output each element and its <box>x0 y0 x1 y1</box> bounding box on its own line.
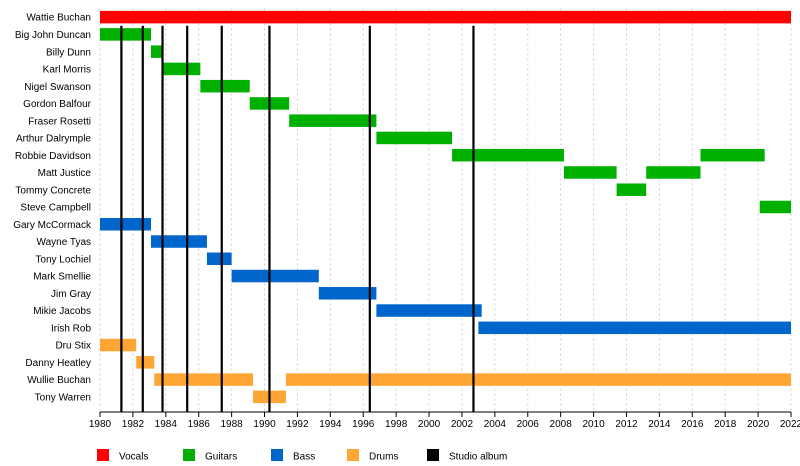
legend-swatch-studio-album <box>427 449 439 461</box>
member-name-label: Tony Lochiel <box>35 254 91 265</box>
x-tick-label: 2000 <box>418 419 441 430</box>
member-name-label: Wattie Buchan <box>26 13 91 24</box>
bar-nigel-swanson-guitars <box>200 79 250 93</box>
legend-swatch-drums <box>347 449 359 461</box>
studio-album-lines <box>120 25 475 412</box>
bar-fraser-rosetti-guitars <box>289 114 377 127</box>
bar-dru-stix-drums <box>100 338 137 352</box>
x-tick-label: 1980 <box>89 419 112 430</box>
member-name-label: Arthur Dalrymple <box>16 134 91 145</box>
member-name-label: Jim Gray <box>51 289 91 300</box>
bar-robbie-davidson-guitars <box>452 148 564 162</box>
x-tick-label: 1998 <box>385 419 408 430</box>
bar-wayne-tyas-bass <box>151 235 207 248</box>
bar-billy-dunn-guitars <box>151 45 163 58</box>
member-name-label: Irish Rob <box>51 323 91 334</box>
vertical-gridlines <box>99 8 792 412</box>
bar-gary-mccormack-bass <box>100 218 152 231</box>
x-tick-label: 2010 <box>582 419 605 430</box>
bar-matt-justice-guitars <box>563 166 617 179</box>
member-name-label: Matt Justice <box>38 168 92 179</box>
x-tick-label: 2014 <box>648 419 671 430</box>
bar-big-john-duncan-guitars <box>100 28 152 41</box>
member-name-label: Wayne Tyas <box>37 237 91 248</box>
bar-irish-rob-bass <box>478 321 791 335</box>
legend-swatch-vocals <box>97 449 109 461</box>
bar-wullie-buchan-drums <box>154 373 254 386</box>
x-tick-label: 1984 <box>155 419 178 430</box>
legend-label-guitars: Guitars <box>205 452 237 463</box>
x-tick-label: 2008 <box>550 419 573 430</box>
x-tick-label: 2018 <box>714 419 737 430</box>
member-name-label: Danny Heatley <box>25 358 91 369</box>
member-name-label: Tony Warren <box>35 392 91 403</box>
member-name-label: Dru Stix <box>55 341 91 352</box>
legend-swatch-bass <box>271 449 283 461</box>
x-tick-label: 1992 <box>286 419 309 430</box>
x-tick-label: 2006 <box>517 419 540 430</box>
legend-label-studio-album: Studio album <box>449 452 507 463</box>
member-name-label: Tommy Concrete <box>15 185 91 196</box>
x-tick-label: 1990 <box>253 419 276 430</box>
x-tick-label: 2022 <box>780 419 800 430</box>
x-axis: 1980 1982 1984 1986 1988 1990 1992 1994 1996 1998… <box>89 411 800 430</box>
bar-robbie-davidson-guitars <box>700 148 765 162</box>
x-tick-label: 1988 <box>220 419 243 430</box>
bar-wattie-buchan-vocals <box>100 10 791 24</box>
bar-tony-lochiel-bass <box>206 252 232 266</box>
member-name-label: Nigel Swanson <box>24 82 91 93</box>
member-name-label: Billy Dunn <box>46 47 91 58</box>
x-tick-label: 2012 <box>615 419 638 430</box>
bar-mark-smellie-bass <box>231 269 319 283</box>
x-tick-label: 2016 <box>681 419 704 430</box>
member-name-label: Mark Smellie <box>33 272 91 283</box>
legend-label-bass: Bass <box>293 452 315 463</box>
bar-jim-gray-bass <box>318 287 377 300</box>
legend-swatch-guitars <box>183 449 195 461</box>
bar-mikie-jacobs-bass <box>376 304 482 317</box>
member-name-label: Wullie Buchan <box>27 375 91 386</box>
x-tick-label: 1986 <box>188 419 211 430</box>
x-tick-label: 2002 <box>451 419 474 430</box>
legend-label-vocals: Vocals <box>119 452 148 463</box>
chart-legend: Vocals Guitars Bass Drums Studio album <box>97 449 507 463</box>
bar-arthur-dalrymple-guitars <box>376 131 453 145</box>
membership-bars <box>100 10 791 404</box>
bar-karl-morris-guitars <box>162 62 201 76</box>
member-name-label: Gary McCormack <box>13 220 92 231</box>
member-name-labels: Wattie Buchan Big John Duncan Billy Dunn Ka… <box>13 13 92 404</box>
bar-tommy-concrete-guitars <box>616 183 647 196</box>
bar-matt-justice-guitars <box>646 166 701 179</box>
x-tick-label: 1982 <box>122 419 145 430</box>
member-name-label: Mikie Jacobs <box>33 306 91 317</box>
x-tick-label: 2004 <box>484 419 507 430</box>
member-name-label: Robbie Davidson <box>15 151 91 162</box>
x-tick-label: 2020 <box>747 419 770 430</box>
legend-label-drums: Drums <box>369 452 398 463</box>
bar-wullie-buchan-drums <box>285 373 791 386</box>
member-name-label: Gordon Balfour <box>23 99 91 110</box>
bar-steve-campbell-guitars <box>759 200 791 214</box>
member-name-label: Karl Morris <box>43 65 91 76</box>
bar-danny-heatley-drums <box>136 356 155 369</box>
member-name-label: Steve Campbell <box>20 203 91 214</box>
x-tick-label: 1994 <box>319 419 342 430</box>
member-name-label: Fraser Rosetti <box>28 116 91 127</box>
x-tick-label: 1996 <box>352 419 375 430</box>
member-name-label: Big John Duncan <box>15 30 91 41</box>
